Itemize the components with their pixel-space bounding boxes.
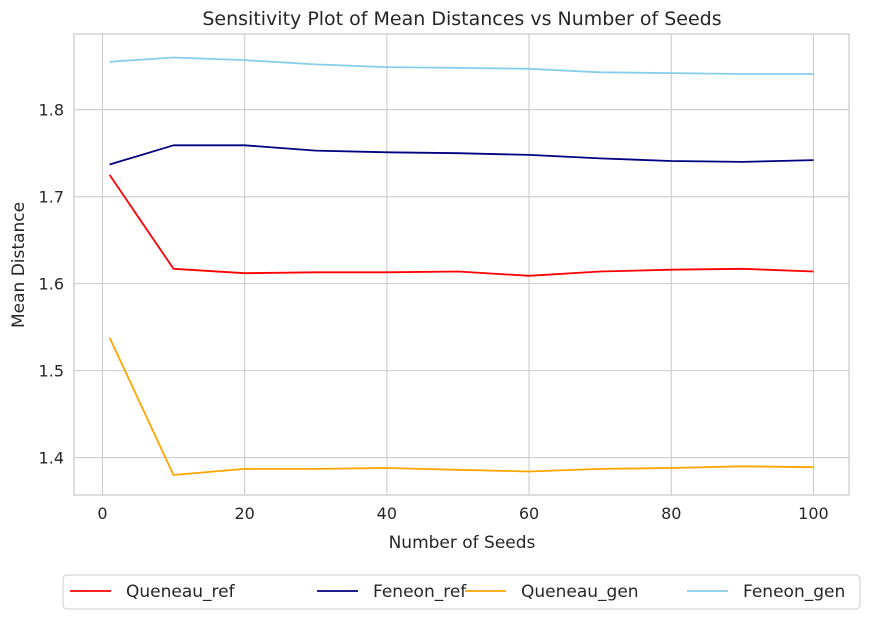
legend-label: Feneon_gen [743,582,845,602]
series-line-queneau-ref [108,174,814,277]
y-tick-label: 1.6 [39,275,64,294]
series-line-queneau-gen [108,337,814,476]
y-tick-label: 1.8 [39,101,64,120]
legend-box [62,574,861,610]
legend: Queneau_ref Feneon_ref Queneau_gen Feneon_g… [62,574,861,610]
series-line-feneon-ref [109,144,814,166]
y-tick-label: 1.4 [39,449,64,468]
legend-label: Queneau_gen [521,582,639,602]
series-lines [108,56,814,476]
grid [74,34,849,495]
series-line-feneon-gen [109,56,814,75]
x-axis-ticks: 0 20 40 60 80 100 [97,504,828,523]
x-tick-label: 40 [377,504,397,523]
y-axis-ticks: 1.4 1.5 1.6 1.7 1.8 [39,101,64,468]
x-axis-label: Number of Seeds [389,533,536,553]
plot-frame [73,33,850,496]
y-tick-label: 1.5 [39,362,64,381]
legend-label: Queneau_ref [126,582,236,602]
x-tick-label: 20 [234,504,254,523]
legend-label: Feneon_ref [373,582,467,602]
x-tick-label: 80 [661,504,681,523]
y-axis-label: Mean Distance [9,202,29,328]
chart-title: Sensitivity Plot of Mean Distances vs Nu… [202,8,721,30]
y-tick-label: 1.7 [39,188,64,207]
x-tick-label: 60 [519,504,539,523]
x-tick-label: 0 [97,504,107,523]
x-tick-label: 100 [798,504,829,523]
